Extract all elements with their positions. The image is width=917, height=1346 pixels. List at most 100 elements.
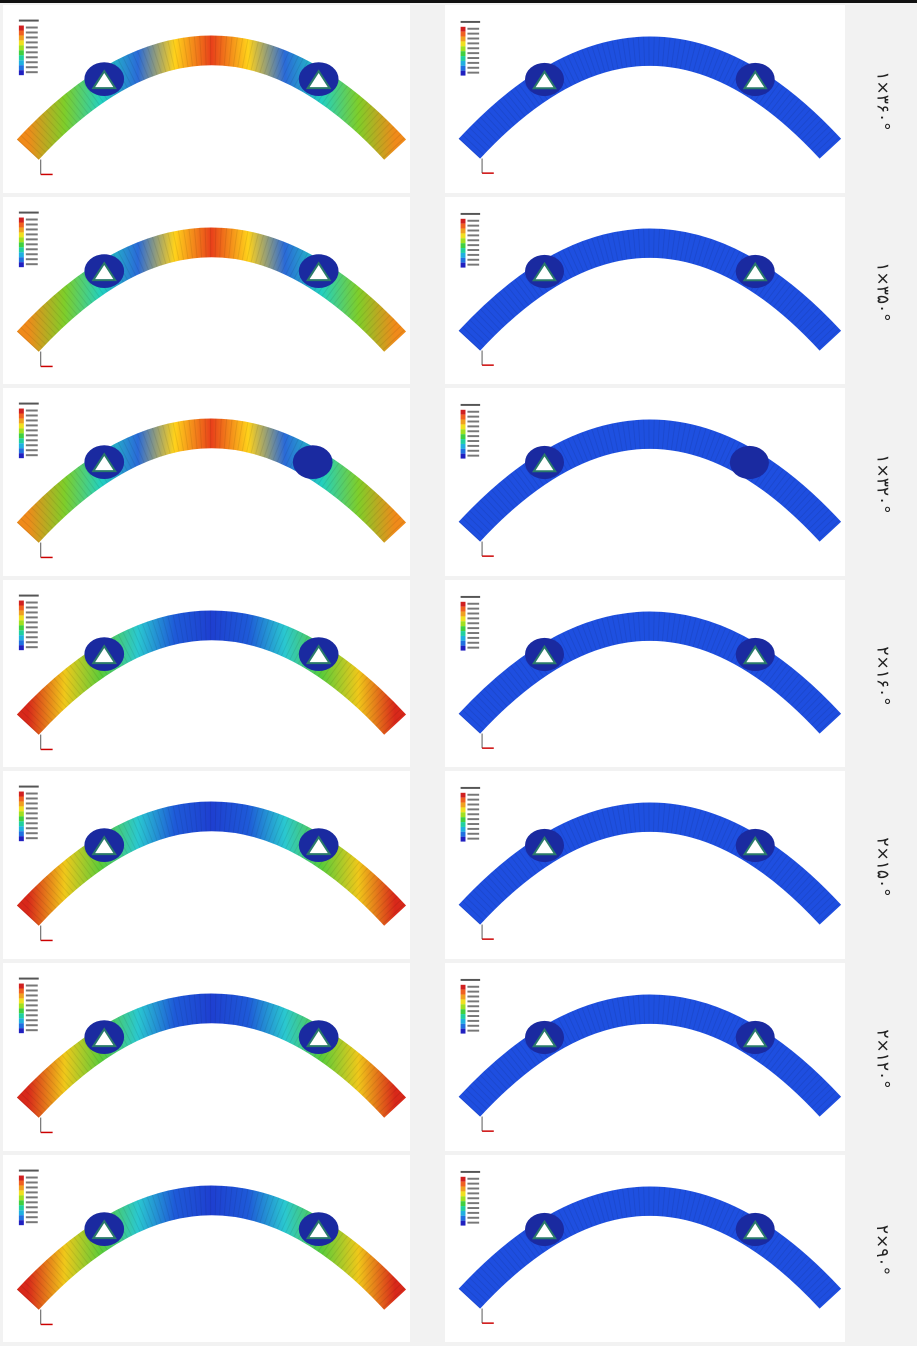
legend-swatch <box>461 439 466 444</box>
legend-text <box>467 617 479 619</box>
arc <box>469 1009 830 1107</box>
legend-text <box>26 1201 38 1203</box>
legend-swatch <box>461 645 466 650</box>
legend-swatch <box>19 1210 24 1215</box>
legend-swatch <box>461 1206 466 1211</box>
legend-swatch <box>19 797 24 802</box>
legend-text <box>467 52 479 54</box>
legend-text <box>467 450 479 452</box>
legend-text <box>467 1005 479 1007</box>
row-label-cell: ۱×۳۶۰° <box>848 5 917 197</box>
legend-text <box>26 415 38 417</box>
legend-title <box>461 21 481 23</box>
legend-swatch <box>19 262 24 267</box>
legend-text <box>26 223 38 225</box>
legend-title <box>19 786 39 788</box>
legend-text <box>26 233 38 235</box>
legend-text <box>467 244 479 246</box>
legend-text <box>467 42 479 44</box>
legend-swatch <box>19 252 24 257</box>
legend-text <box>467 637 479 639</box>
legend-text <box>26 410 38 412</box>
legend-swatch <box>19 1220 24 1225</box>
legend-text <box>26 1221 38 1223</box>
legend-swatch <box>19 70 24 75</box>
legend-text <box>467 986 479 988</box>
legend-swatch <box>19 1195 24 1200</box>
legend-swatch <box>19 453 24 458</box>
legend-swatch <box>461 415 466 420</box>
legend-text <box>26 631 38 633</box>
legend-text <box>26 243 38 245</box>
legend-text <box>26 1009 38 1011</box>
legend-text <box>467 263 479 265</box>
legend-swatch <box>19 817 24 822</box>
legend-swatch <box>461 410 466 415</box>
legend-swatch <box>461 818 466 823</box>
legend-swatch <box>461 238 466 243</box>
legend-title <box>19 1169 39 1171</box>
support <box>730 446 769 479</box>
legend-text <box>26 439 38 441</box>
legend-swatch <box>461 449 466 454</box>
legend-text <box>467 435 479 437</box>
legend-swatch <box>461 262 466 267</box>
legend-text <box>26 1024 38 1026</box>
arc <box>28 1008 395 1107</box>
legend-swatch <box>19 242 24 247</box>
stress-map <box>3 771 410 959</box>
row-label: ۱×۳۲۰° <box>873 454 893 513</box>
legend-text <box>467 833 479 835</box>
legend-text <box>26 793 38 795</box>
legend-swatch <box>461 243 466 248</box>
legend-swatch <box>461 257 466 262</box>
legend-text <box>467 603 479 605</box>
legend-swatch <box>461 66 466 71</box>
legend-text <box>467 1202 479 1204</box>
legend-text <box>26 798 38 800</box>
legend-swatch <box>19 625 24 630</box>
legend-text <box>26 258 38 260</box>
legend-text <box>467 646 479 648</box>
legend-swatch <box>461 995 466 1000</box>
legend-text <box>26 1029 38 1031</box>
row-label: ۲×۱۵۰° <box>873 838 893 897</box>
legend-text <box>26 1181 38 1183</box>
legend-swatch <box>461 27 466 32</box>
legend-swatch <box>461 1014 466 1019</box>
legend-swatch <box>461 1019 466 1024</box>
legend-swatch <box>461 611 466 616</box>
legend-swatch <box>19 50 24 55</box>
arc <box>28 817 395 916</box>
legend-swatch <box>19 424 24 429</box>
legend-swatch <box>461 798 466 803</box>
legend-swatch <box>19 429 24 434</box>
legend-text <box>26 985 38 987</box>
legend-text <box>467 642 479 644</box>
arc <box>28 625 395 724</box>
stress-map <box>3 963 410 1151</box>
legend-text <box>26 71 38 73</box>
legend-text <box>26 808 38 810</box>
legend-swatch <box>19 26 24 31</box>
legend-title <box>19 211 39 213</box>
legend-swatch <box>19 635 24 640</box>
legend-swatch <box>19 812 24 817</box>
legend-text <box>467 1177 479 1179</box>
legend-text <box>26 818 38 820</box>
legend-swatch <box>19 257 24 262</box>
legend-swatch <box>461 1191 466 1196</box>
legend-swatch <box>19 827 24 832</box>
legend-swatch <box>19 1013 24 1018</box>
legend-text <box>26 449 38 451</box>
legend-swatch <box>19 1190 24 1195</box>
legend-swatch <box>461 1220 466 1225</box>
legend-text <box>467 445 479 447</box>
legend-title <box>461 213 481 215</box>
arc <box>469 51 830 149</box>
legend-swatch <box>461 420 466 425</box>
stress-map <box>3 1155 410 1343</box>
legend-text <box>467 1025 479 1027</box>
legend-swatch <box>19 630 24 635</box>
legend-text <box>26 41 38 43</box>
